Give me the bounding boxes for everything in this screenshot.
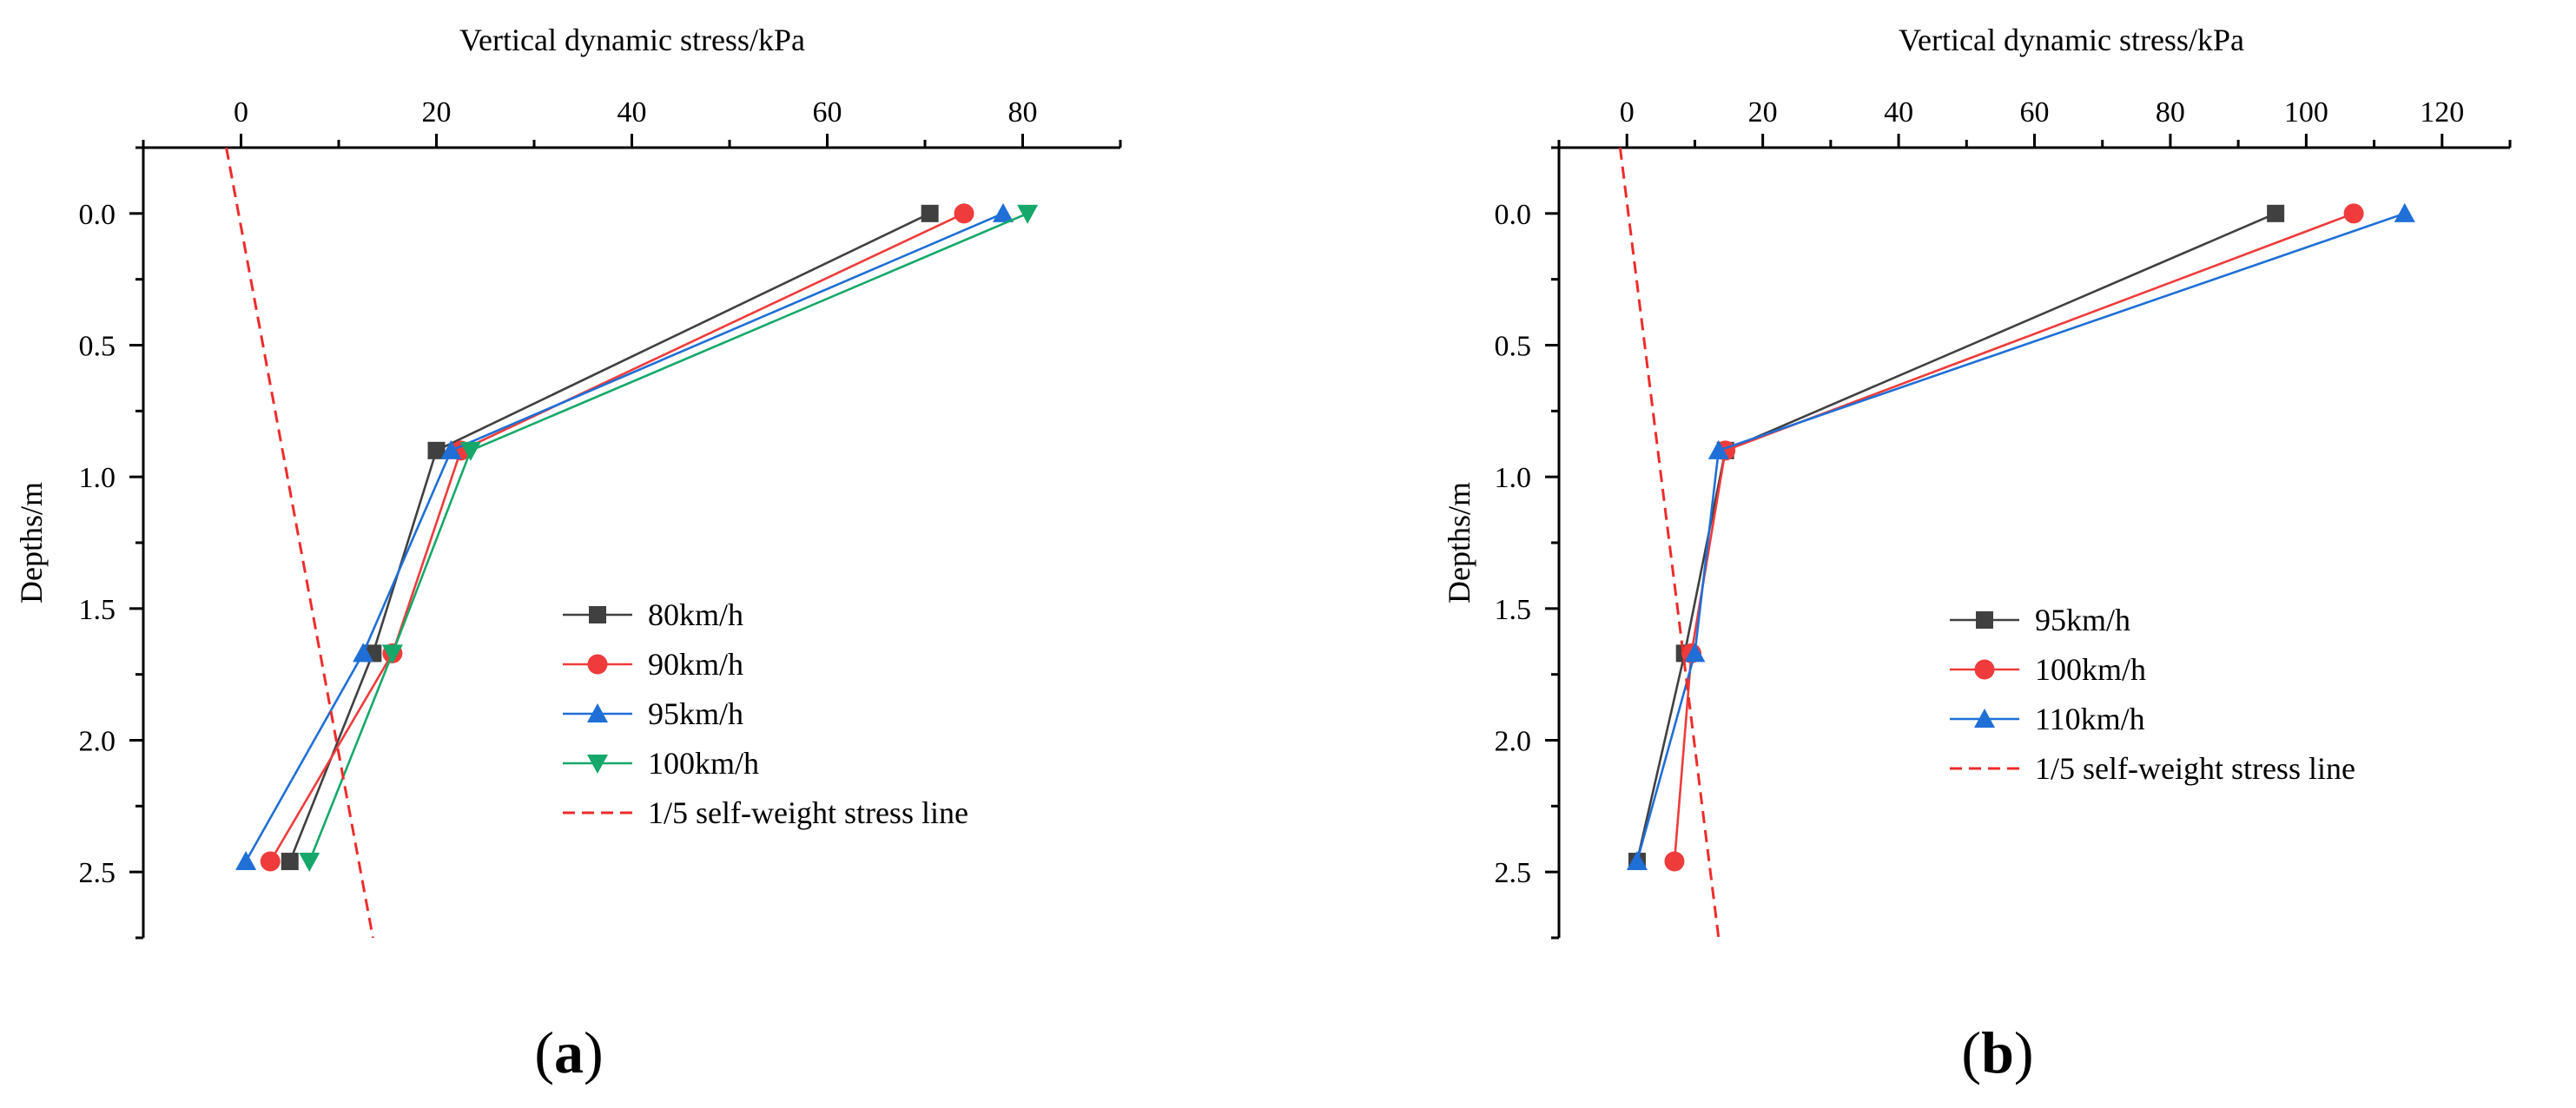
legend-marker — [1976, 611, 1993, 629]
y-tick-label: 1.5 — [79, 594, 116, 626]
legend-label: 95km/h — [2035, 603, 2130, 637]
legend-label: 1/5 self-weight stress line — [2035, 751, 2355, 786]
x-tick-label: 0 — [1620, 96, 1635, 129]
series-100km-h — [299, 204, 1039, 873]
x-axis-title: Vertical dynamic stress/kPa — [459, 23, 805, 57]
x-tick-label: 60 — [2020, 96, 2050, 129]
legend-label: 110km/h — [2035, 702, 2145, 736]
x-tick-label: 120 — [2420, 96, 2464, 129]
y-tick-label: 2.0 — [1495, 726, 1532, 758]
data-point — [1017, 204, 1039, 224]
legend-marker — [587, 703, 608, 722]
x-tick-label: 40 — [618, 96, 647, 129]
x-tick-label: 20 — [422, 96, 452, 129]
data-point — [2267, 204, 2285, 222]
x-tick-label: 80 — [1008, 96, 1038, 129]
legend-label: 90km/h — [648, 647, 743, 682]
data-point — [427, 441, 446, 459]
data-point — [1684, 643, 1706, 663]
data-point — [993, 202, 1014, 222]
data-point — [281, 853, 299, 871]
legend: 80km/h 90km/h 95km/h 100km/h 1/5 self-weight… — [563, 597, 968, 830]
data-point — [2394, 202, 2415, 222]
data-point — [1664, 851, 1685, 872]
data-point — [299, 853, 320, 873]
legend-marker — [589, 606, 606, 623]
y-tick-label: 0.5 — [79, 331, 116, 363]
legend-marker — [587, 654, 608, 675]
y-tick-label: 2.5 — [1495, 857, 1532, 889]
y-axis-title: Depths/m — [14, 482, 49, 603]
legend-label: 100km/h — [2035, 652, 2146, 687]
data-point — [954, 203, 974, 224]
series-110km-h — [1626, 202, 2415, 871]
x-tick-label: 100 — [2284, 96, 2328, 129]
y-tick-label: 2.5 — [79, 857, 116, 889]
series-90km-h — [260, 203, 974, 872]
data-point — [260, 851, 281, 872]
legend-marker — [587, 755, 608, 774]
series-line — [244, 212, 1004, 862]
x-tick-label: 40 — [1884, 96, 1913, 129]
data-point — [440, 439, 462, 459]
series-line — [308, 212, 1028, 862]
y-axis-title: Depths/m — [1442, 482, 1476, 603]
series-1-5-self-weight-stress-line — [225, 147, 374, 939]
series-line — [269, 212, 965, 862]
reference-line — [225, 147, 374, 939]
legend-marker — [1974, 709, 1995, 728]
y-tick-label: 2.0 — [79, 726, 116, 758]
legend-marker — [1974, 659, 1995, 680]
x-tick-label: 60 — [813, 96, 842, 129]
y-tick-label: 1.0 — [1495, 462, 1532, 494]
data-point — [1626, 851, 1648, 871]
panel-label: (a) — [534, 1019, 603, 1085]
data-point — [921, 204, 939, 222]
y-tick-label: 0.0 — [1495, 199, 1532, 231]
series-95km-h — [235, 202, 1014, 871]
legend-label: 1/5 self-weight stress line — [648, 795, 968, 830]
legend-label: 100km/h — [648, 746, 759, 781]
x-tick-label: 20 — [1748, 96, 1778, 129]
legend-label: 95km/h — [648, 696, 743, 731]
y-tick-label: 0.0 — [79, 199, 116, 231]
data-point — [235, 851, 257, 871]
x-tick-label: 0 — [234, 96, 248, 129]
series-line — [1635, 212, 2406, 862]
series-line — [1673, 212, 2355, 862]
y-tick-label: 0.5 — [1495, 331, 1532, 363]
data-point — [459, 441, 481, 461]
legend: 95km/h 100km/h 110km/h 1/5 self-weight stre… — [1950, 603, 2355, 786]
x-tick-label: 80 — [2156, 96, 2185, 129]
data-point — [2343, 203, 2364, 224]
data-point — [381, 644, 403, 664]
y-tick-label: 1.0 — [79, 462, 116, 494]
data-point — [353, 643, 374, 663]
y-tick-label: 1.5 — [1495, 594, 1532, 626]
data-point — [1707, 439, 1729, 459]
series-line — [1635, 212, 2276, 862]
legend-label: 80km/h — [648, 597, 743, 632]
chart-panel-a: 0 20 40 60 80 0.0 0.5 1.0 1.5 2.0 2.5 Vertical dyna… — [14, 23, 1122, 1085]
x-axis-title: Vertical dynamic stress/kPa — [1899, 23, 2244, 57]
chart-panel-b: 0 20 40 60 80 100 120 0.0 0.5 1.0 1.5 2.0 2.5 Vertica… — [1442, 23, 2512, 1085]
panel-label: (b) — [1961, 1019, 2033, 1085]
